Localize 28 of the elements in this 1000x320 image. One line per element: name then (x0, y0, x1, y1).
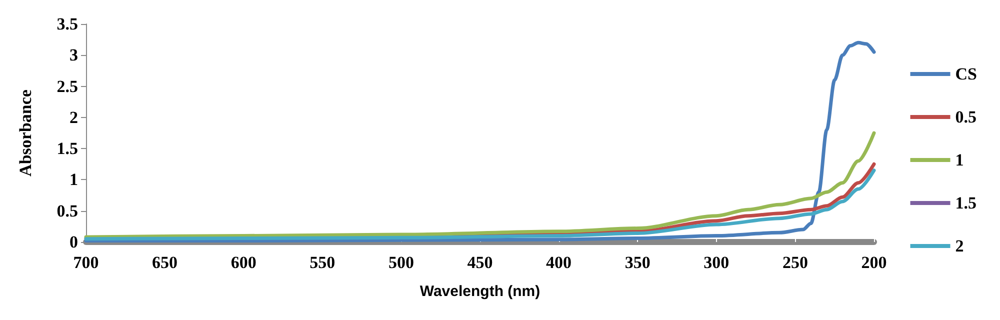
x-axis-title: Wavelength (nm) (420, 283, 540, 300)
legend-label: CS (955, 64, 978, 84)
y-tick-label: 0 (70, 232, 78, 252)
legend-label: 2 (955, 236, 964, 256)
line-series (84, 131, 876, 239)
y-tick-label: 0.5 (56, 201, 78, 220)
y-tick-label: 1 (70, 170, 78, 190)
y-tick-label: 2 (70, 108, 78, 127)
y-tick-label: 3.5 (56, 14, 78, 34)
y-tick-label: 2.5 (56, 76, 78, 96)
x-tick-label: 300 (704, 253, 730, 272)
x-tick-label: 200 (861, 253, 887, 272)
legend-label: 0.5 (955, 108, 977, 126)
y-tick-label: 3 (70, 46, 78, 65)
x-tick-label: 700 (73, 253, 99, 272)
x-tick-label: 250 (782, 253, 808, 272)
x-tick-label: 350 (624, 253, 650, 272)
y-tick-label: 1.5 (56, 139, 78, 158)
x-tick-label: 400 (546, 253, 572, 272)
y-axis-title: Absorbance (16, 89, 35, 176)
x-tick-label: 550 (310, 253, 336, 272)
x-tick-label: 600 (230, 253, 256, 272)
legend-label: 1.5 (955, 194, 977, 212)
legend-label: 1 (955, 150, 964, 170)
line-series (84, 40, 876, 243)
x-tick-label: 450 (467, 253, 493, 272)
x-tick-label: 650 (152, 253, 178, 272)
x-tick-label: 500 (388, 253, 414, 272)
